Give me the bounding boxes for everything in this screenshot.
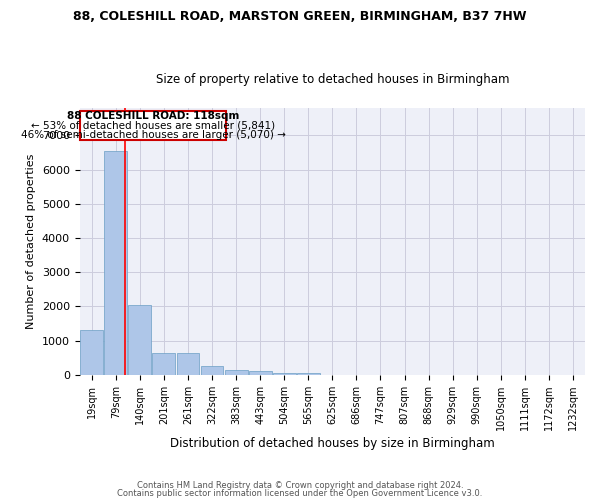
Y-axis label: Number of detached properties: Number of detached properties bbox=[26, 154, 36, 329]
Bar bbox=[152, 352, 175, 375]
Bar bbox=[224, 370, 248, 375]
Text: Contains public sector information licensed under the Open Government Licence v3: Contains public sector information licen… bbox=[118, 488, 482, 498]
Text: ← 53% of detached houses are smaller (5,841): ← 53% of detached houses are smaller (5,… bbox=[31, 120, 275, 130]
Text: 88 COLESHILL ROAD: 118sqm: 88 COLESHILL ROAD: 118sqm bbox=[67, 112, 239, 122]
Text: 88, COLESHILL ROAD, MARSTON GREEN, BIRMINGHAM, B37 7HW: 88, COLESHILL ROAD, MARSTON GREEN, BIRMI… bbox=[73, 10, 527, 23]
Bar bbox=[80, 330, 103, 375]
Bar bbox=[249, 372, 272, 375]
Text: Contains HM Land Registry data © Crown copyright and database right 2024.: Contains HM Land Registry data © Crown c… bbox=[137, 481, 463, 490]
Title: Size of property relative to detached houses in Birmingham: Size of property relative to detached ho… bbox=[155, 73, 509, 86]
Text: 46% of semi-detached houses are larger (5,070) →: 46% of semi-detached houses are larger (… bbox=[21, 130, 286, 140]
Bar bbox=[80, 112, 226, 140]
Bar bbox=[128, 304, 151, 375]
Bar bbox=[176, 353, 199, 375]
X-axis label: Distribution of detached houses by size in Birmingham: Distribution of detached houses by size … bbox=[170, 437, 495, 450]
Bar bbox=[104, 151, 127, 375]
Bar bbox=[273, 372, 296, 375]
Bar bbox=[297, 372, 320, 375]
Bar bbox=[200, 366, 223, 375]
